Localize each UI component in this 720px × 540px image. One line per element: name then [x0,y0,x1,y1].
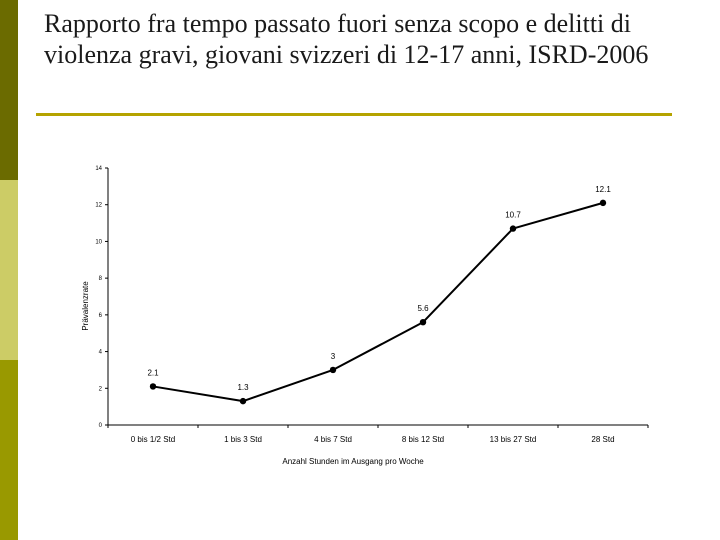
y-tick-label: 2 [99,386,103,392]
y-tick-label: 12 [95,203,102,209]
data-point [149,383,157,390]
series-line [152,201,604,403]
series-line-group [152,201,604,403]
sidebar-stripe [0,0,18,540]
slide-title: Rapporto fra tempo passato fuori senza s… [44,9,649,69]
y-axis-ticks: 0 2 4 6 8 10 12 14 [95,166,108,429]
data-point [419,319,427,326]
sidebar-segment-top [0,0,18,180]
data-label: 3 [331,352,336,361]
sidebar-segment-bottom [0,360,18,540]
data-label: 2.1 [147,368,159,377]
y-axis-label: Prävalenzrate [81,281,90,331]
x-tick-label: 8 bis 12 Std [402,435,444,444]
y-tick-label: 14 [95,166,102,172]
data-point [239,397,247,405]
data-point [599,199,607,207]
x-axis-label: Anzahl Stunden im Ausgang pro Woche [282,457,424,466]
x-tick-label: 0 bis 1/2 Std [131,435,175,444]
data-label: 10.7 [505,211,521,220]
data-labels: 2.1 1.3 3 5.6 10.7 12.1 [147,185,611,392]
sidebar-segment-middle [0,180,18,360]
data-label: 5.6 [417,304,429,313]
x-tick-label: 1 bis 3 Std [224,435,262,444]
y-tick-label: 4 [99,350,103,356]
data-point [509,225,517,232]
chart-axes [107,168,648,426]
data-label: 1.3 [237,383,249,392]
x-tick-label: 4 bis 7 Std [314,435,352,444]
data-label: 12.1 [595,185,611,194]
x-tick-label: 13 bis 27 Std [490,435,537,444]
x-tick-label: 28 Std [591,435,614,444]
data-points [149,199,607,405]
y-tick-label: 6 [99,313,103,319]
x-axis-ticks: 0 bis 1/2 Std 1 bis 3 Std 4 bis 7 Std 8 bis… [107,425,649,444]
title-underline [36,113,672,116]
y-tick-label: 0 [99,423,103,429]
y-tick-label: 10 [95,239,102,245]
data-point [329,366,337,374]
y-tick-label: 8 [99,276,103,282]
